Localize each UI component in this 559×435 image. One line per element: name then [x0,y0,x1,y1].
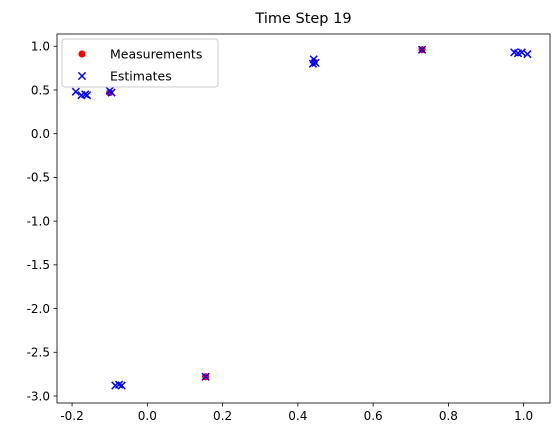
x-tick-label: 1.0 [514,409,533,423]
estimate-point [523,49,532,59]
estimate-point-stroke [82,91,92,100]
x-tick-label: 0.4 [288,409,307,423]
y-tick-label: 1.0 [31,40,50,54]
measurement-point [106,88,114,97]
estimate-point-stroke [523,49,532,59]
estimate-point-stroke [107,88,116,97]
estimate-point-stroke [201,372,210,381]
legend-label: Estimates [110,69,172,84]
estimate-point-stroke [114,380,124,389]
x-tick-label: 0.6 [364,409,383,423]
axes: -0.2 0.0 0.2 0.4 0.6 0.8 1.0 -3.0 -2.5 -2.0 -1.5 -1… [27,33,551,423]
y-tick-label: -3.0 [27,389,50,403]
legend: Measurements Estimates [61,38,219,88]
estimate-point [517,48,526,57]
estimate-point [311,58,320,67]
y-tick-label: -0.5 [27,171,50,185]
y-tick-label: -1.0 [27,214,50,228]
estimate-point [417,45,427,54]
legend-box [61,38,219,88]
y-tick-label: 0.5 [31,83,50,97]
y-tick-label: -2.0 [27,302,50,316]
legend-marker-measurements [78,50,86,58]
estimate-point [114,380,124,389]
estimate-point-stroke [510,48,519,57]
y-tick-label: -1.5 [27,258,50,272]
estimate-point [107,88,116,97]
x-tick-label: 0.8 [439,409,458,423]
estimate-point [71,87,80,96]
y-tick-label: -2.5 [27,346,50,360]
estimate-point [82,91,92,100]
legend-marker-estimates [77,71,87,81]
estimate-point-stroke [417,45,427,54]
legend-label: Measurements [110,47,202,62]
y-tick-label: 0.0 [31,127,50,141]
plot-frame [56,33,551,404]
estimate-point [201,372,210,381]
chart-title: Time Step 19 [254,11,351,27]
estimate-point-stroke [309,55,318,64]
x-tick-label: -0.2 [60,409,83,423]
legend-marker-stroke [77,71,87,81]
estimate-point-stroke [517,48,526,57]
estimate-point-stroke [311,58,320,67]
x-tick-label: 0.2 [213,409,232,423]
plot-marks [71,45,532,390]
estimate-point [117,381,126,390]
x-tick-label: 0.0 [138,409,157,423]
estimate-point-stroke [71,87,80,96]
estimate-point-stroke [117,381,126,390]
